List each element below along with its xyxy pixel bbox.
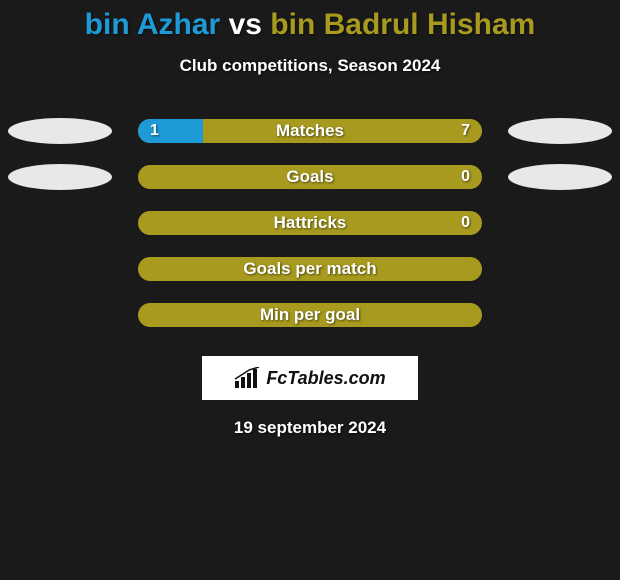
player1-oval	[8, 164, 112, 190]
stat-bar: Matches1 7	[138, 119, 482, 143]
stat-bar: Min per goal	[138, 303, 482, 327]
comparison-chart: Matches17Goals0Hattricks0Goals per match…	[0, 108, 620, 338]
stat-bar: Goals0	[138, 165, 482, 189]
stat-label: Goals per match	[138, 259, 482, 279]
stat-value-player2: 0	[461, 214, 470, 232]
stat-bar: Goals per match	[138, 257, 482, 281]
stat-label: Goals	[138, 167, 482, 187]
stat-row: Goals per match	[0, 246, 620, 292]
bar-chart-icon	[234, 367, 260, 389]
player1-oval	[8, 118, 112, 144]
title-player1: bin Azhar	[85, 8, 221, 41]
stat-value-player2: 0	[461, 168, 470, 186]
stat-label: Matches	[138, 121, 482, 141]
stat-label: Hattricks	[138, 213, 482, 233]
subtitle: Club competitions, Season 2024	[0, 56, 620, 76]
stat-label: Min per goal	[138, 305, 482, 325]
fctables-logo[interactable]: FcTables.com	[202, 356, 418, 400]
player2-oval	[508, 164, 612, 190]
stat-row: Min per goal	[0, 292, 620, 338]
stat-row: Hattricks0	[0, 200, 620, 246]
date-text: 19 september 2024	[0, 418, 620, 438]
stat-row: Matches1 7	[0, 108, 620, 154]
page-title: bin Azhar vs bin Badrul Hisham	[0, 0, 620, 42]
stat-row: Goals0	[0, 154, 620, 200]
stat-value-player2: 7	[461, 122, 470, 140]
player2-oval	[508, 118, 612, 144]
title-vs: vs	[229, 8, 262, 41]
stat-value-player1: 1	[150, 122, 159, 140]
logo-text: FcTables.com	[266, 368, 385, 389]
title-player2: bin Badrul Hisham	[270, 8, 535, 41]
stat-bar: Hattricks0	[138, 211, 482, 235]
